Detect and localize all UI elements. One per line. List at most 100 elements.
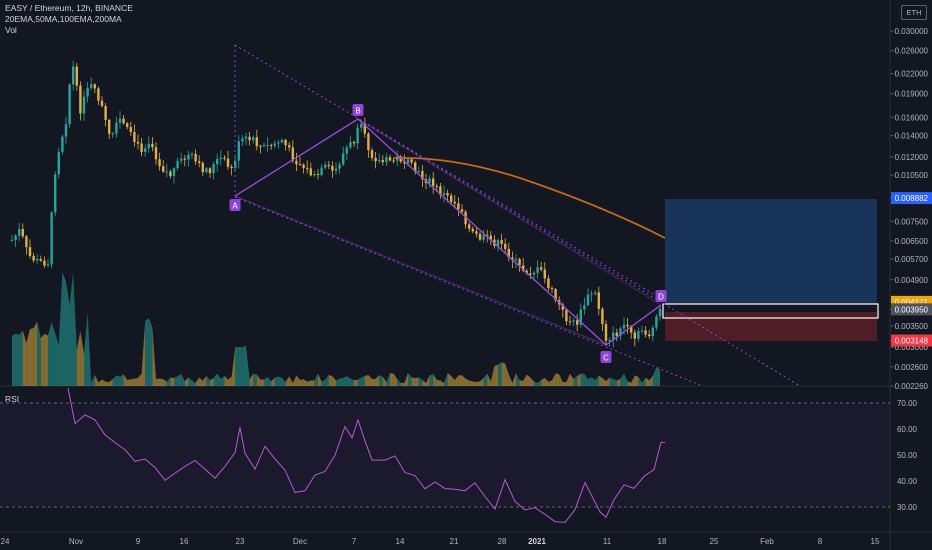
candle-body <box>93 84 96 89</box>
candle-body <box>471 228 474 232</box>
candle-body <box>633 332 636 339</box>
volume-bar <box>447 373 452 386</box>
volume-legend[interactable]: Vol <box>5 25 17 35</box>
candle-body <box>190 153 194 155</box>
price-tick-label: 0.014000 <box>895 132 929 141</box>
candle-body <box>583 305 586 310</box>
candle-body <box>597 292 600 309</box>
candle-body <box>421 171 424 180</box>
indicator-legend[interactable]: 20EMA,50MA,100EMA,200MA <box>5 14 122 24</box>
candle-body <box>248 136 251 141</box>
candle-body <box>363 124 366 134</box>
candle-body <box>640 330 644 332</box>
volume-bar <box>336 378 340 386</box>
price-badge-label: 0.008882 <box>895 194 929 203</box>
volume-bar <box>246 345 250 386</box>
candle-body <box>630 326 633 333</box>
volume-bar <box>559 374 563 386</box>
candle-body <box>568 321 572 323</box>
rsi-tick-label: 60.00 <box>897 425 918 434</box>
price-tick-label: 0.026000 <box>895 47 929 56</box>
volume-bar <box>462 375 466 386</box>
candle-body <box>302 164 305 168</box>
candle-body <box>241 138 244 142</box>
candle-body <box>129 127 132 132</box>
volume-bar <box>69 272 74 386</box>
candle-body <box>543 269 546 279</box>
candle-body <box>658 308 662 317</box>
candle-body <box>25 236 28 248</box>
volume-bar <box>159 378 164 386</box>
volume-bar <box>375 375 380 386</box>
candle-body <box>216 158 219 165</box>
harmonic-pattern[interactable] <box>234 44 801 387</box>
target-zone[interactable] <box>665 199 877 304</box>
volume-bar <box>33 321 38 386</box>
volume-bar <box>55 333 59 386</box>
candle-body <box>352 141 356 144</box>
volume-bar <box>346 376 351 386</box>
candle-body <box>147 143 150 149</box>
time-tick-label: 25 <box>710 537 719 546</box>
volume-bar <box>80 331 84 386</box>
candle-body <box>162 166 165 172</box>
stop-zone[interactable] <box>665 312 877 341</box>
volume-bar <box>181 373 185 386</box>
volume-bar <box>134 378 138 386</box>
volume-bar <box>224 375 228 386</box>
volume-bar <box>440 380 444 386</box>
volume-bar <box>26 329 30 386</box>
volume-bar <box>116 375 120 386</box>
candle-body <box>486 235 489 237</box>
time-tick-label: 2021 <box>528 537 546 546</box>
volume-bar <box>444 373 448 386</box>
volume-bar <box>256 374 261 386</box>
rsi-tick-label: 40.00 <box>897 477 918 486</box>
volume-bar <box>253 373 257 386</box>
volume-bar <box>595 375 599 386</box>
candle-body <box>154 147 158 160</box>
volume-bar <box>404 373 408 386</box>
volume-bar <box>552 373 556 386</box>
volume-bar <box>120 374 124 386</box>
time-tick-label: 7 <box>352 537 357 546</box>
currency-badge[interactable]: ETH <box>901 5 927 20</box>
candle-body <box>388 157 392 161</box>
candle-body <box>590 293 593 295</box>
volume-bar <box>598 375 603 386</box>
volume-bar <box>418 377 423 386</box>
candle-body <box>601 308 604 325</box>
candle-body <box>18 229 21 236</box>
candle-body <box>39 259 42 261</box>
volume-bar <box>310 380 315 386</box>
rsi-label[interactable]: RSI <box>5 394 20 404</box>
candle-body <box>244 136 248 139</box>
candle-body <box>280 139 284 143</box>
entry-box[interactable] <box>662 303 879 319</box>
volume-bar <box>166 377 171 386</box>
time-tick-label: 9 <box>136 537 141 546</box>
candle-body <box>522 265 525 271</box>
candle-body <box>478 233 482 240</box>
candle-body <box>169 171 172 177</box>
volume-bar <box>343 376 347 386</box>
volume-bar <box>156 378 160 386</box>
volume-bar <box>458 375 462 386</box>
candle-body <box>529 273 532 275</box>
candle-body <box>342 153 345 165</box>
rsi-tick-label: 30.00 <box>897 503 918 512</box>
volume-bar <box>235 346 239 386</box>
volume-bar <box>638 376 642 386</box>
volume-bar <box>436 380 441 386</box>
time-tick-label: 11 <box>603 537 612 546</box>
candle-body <box>273 143 276 146</box>
candle-body <box>536 267 539 273</box>
candle-body <box>608 340 611 342</box>
candle-body <box>118 118 122 123</box>
volume-bar <box>130 378 135 386</box>
candle-body <box>72 66 75 85</box>
candle-body <box>230 166 233 168</box>
volume-bar <box>411 377 416 386</box>
volume-bar <box>292 375 297 386</box>
